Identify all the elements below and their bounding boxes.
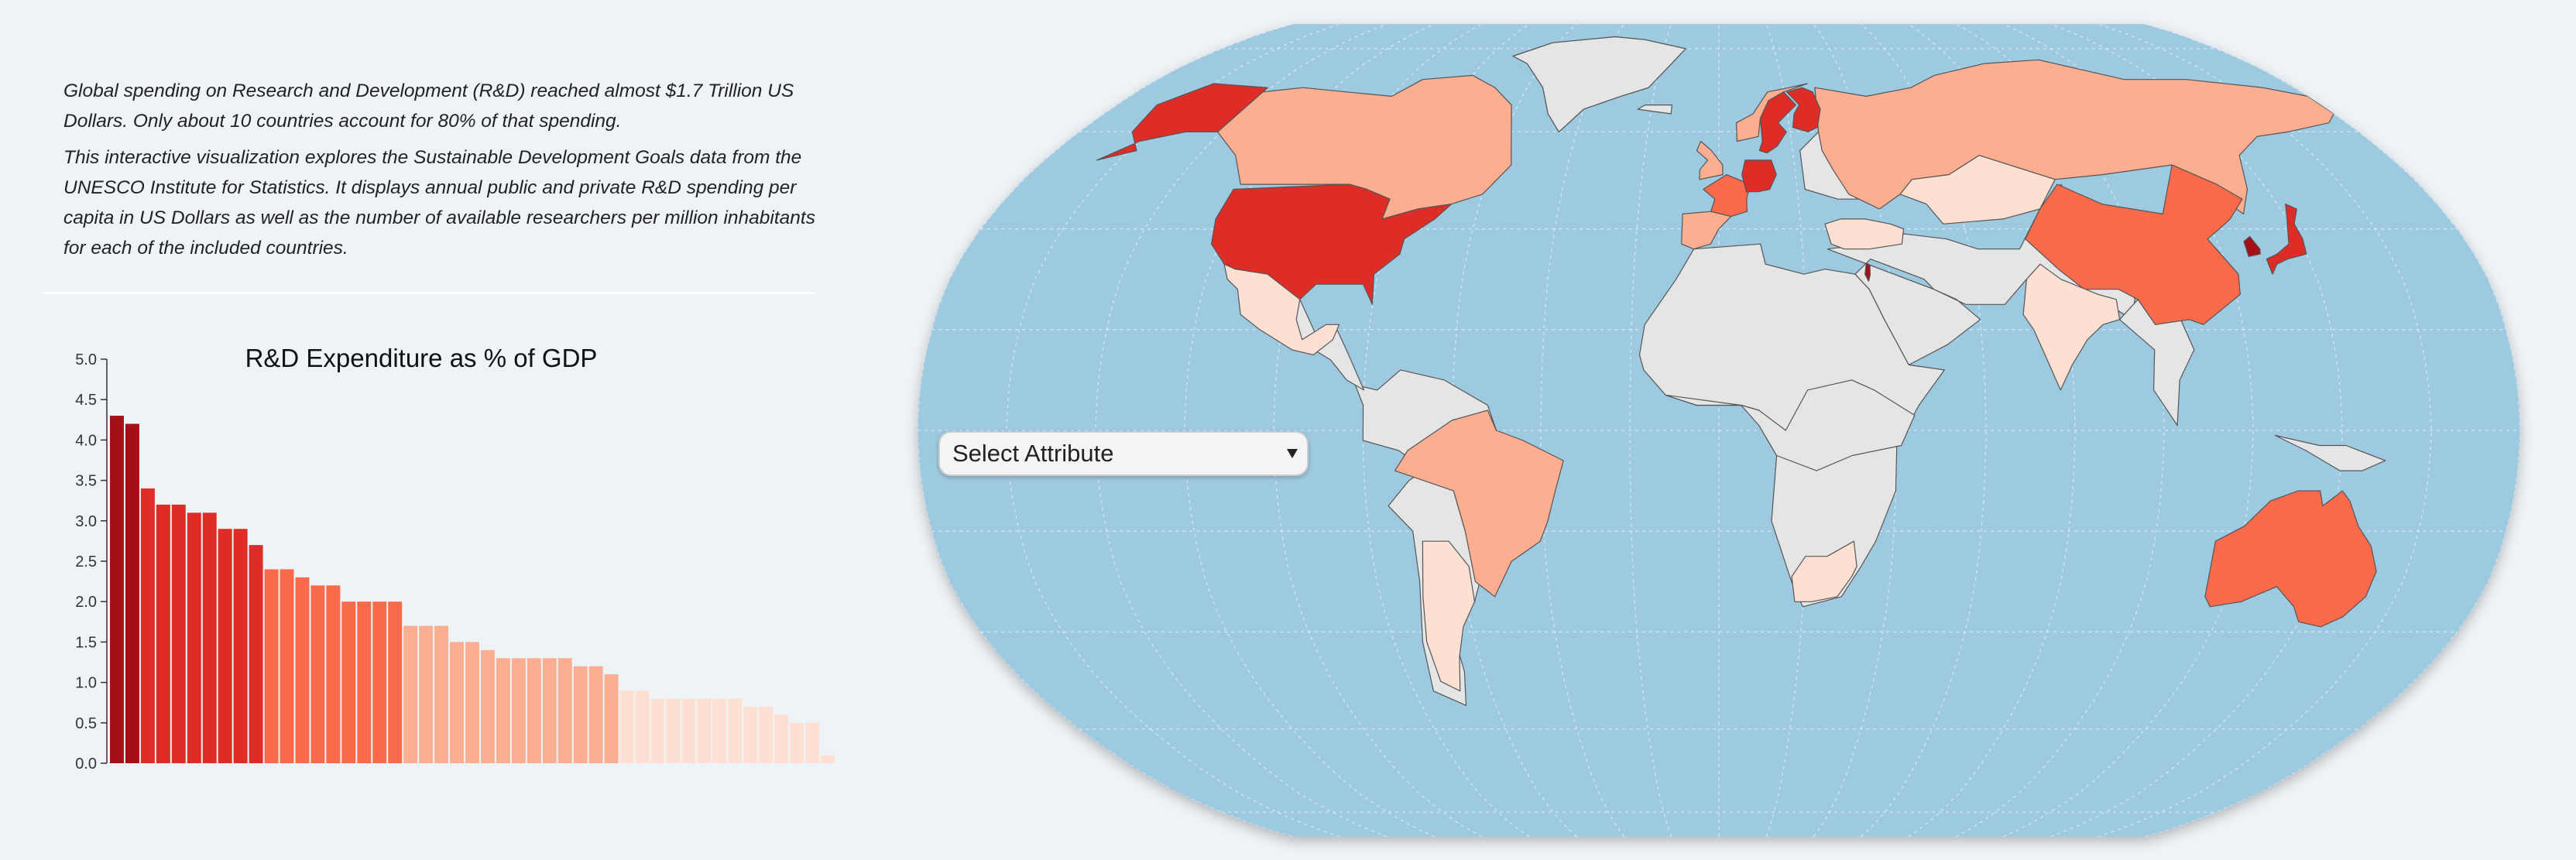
bar[interactable] (125, 423, 139, 763)
country-united-kingdom[interactable] (1696, 140, 1724, 180)
attribute-select[interactable]: Select Attribute (938, 431, 1309, 476)
bar[interactable] (156, 504, 170, 763)
bars (110, 416, 835, 763)
bar[interactable] (573, 666, 588, 763)
y-tick-label: 1.5 (75, 634, 97, 651)
country-turkey[interactable] (1824, 218, 1905, 250)
bar[interactable] (635, 690, 650, 763)
bar[interactable] (249, 545, 263, 763)
country-japan[interactable] (2266, 204, 2307, 275)
country-kazakhstan[interactable] (1899, 155, 2056, 224)
y-tick-label: 2.0 (75, 594, 97, 611)
y-axis: 0.0 0.5 1.0 1.5 2.0 2.5 3.0 3.5 4.0 4.5 5.0 (75, 351, 108, 773)
bar[interactable] (295, 577, 310, 763)
country-india[interactable] (2022, 263, 2121, 391)
bar[interactable] (357, 601, 372, 763)
country-south-korea[interactable] (2243, 235, 2261, 257)
land-no-data (1637, 105, 1673, 115)
bar[interactable] (218, 529, 232, 763)
country-greenland[interactable] (1512, 36, 1686, 132)
bar[interactable] (110, 416, 124, 763)
bar[interactable] (759, 706, 773, 763)
attribute-select-label: Select Attribute (952, 440, 1114, 467)
bar[interactable] (187, 512, 201, 763)
bar[interactable] (728, 698, 743, 763)
world-map[interactable] (918, 24, 2520, 837)
bar[interactable] (233, 529, 248, 763)
bar[interactable] (372, 601, 387, 763)
country-argentina[interactable] (1422, 540, 1476, 692)
divider (43, 292, 815, 294)
country-mexico[interactable] (1223, 263, 1340, 355)
bar[interactable] (434, 625, 449, 763)
country-brazil[interactable] (1394, 409, 1564, 598)
bar[interactable] (171, 504, 186, 763)
chart-title: R&D Expenditure as % of GDP (245, 344, 598, 372)
intro-paragraph-2: This interactive visualization explores … (63, 147, 815, 259)
country-alaska[interactable] (1096, 83, 1268, 161)
bar[interactable] (821, 755, 835, 763)
country-australia[interactable] (2204, 490, 2377, 628)
bar[interactable] (419, 625, 434, 763)
bar[interactable] (403, 625, 418, 763)
intro-text: Global spending on Research and Developm… (63, 76, 838, 269)
y-tick-label: 0.5 (75, 715, 97, 732)
intro-paragraph-1: Global spending on Research and Developm… (63, 81, 794, 132)
bar[interactable] (774, 714, 789, 763)
y-tick-label: 4.5 (75, 392, 97, 409)
bar[interactable] (666, 698, 681, 763)
y-tick-label: 5.0 (75, 351, 97, 368)
bar[interactable] (805, 722, 820, 763)
bar-chart: R&D Expenditure as % of GDP 0.0 0.5 1.0 1.5… (75, 344, 835, 773)
bar[interactable] (619, 690, 634, 763)
y-tick-label: 0.0 (75, 755, 97, 773)
bar[interactable] (557, 658, 572, 763)
triangle-down-icon (1287, 449, 1298, 458)
bar[interactable] (697, 698, 712, 763)
countries (1096, 36, 2386, 706)
y-tick-label: 2.5 (75, 553, 97, 570)
bar[interactable] (480, 649, 495, 763)
y-tick-label: 1.0 (75, 675, 97, 692)
bar[interactable] (681, 698, 696, 763)
land-no-data (1665, 379, 1916, 471)
country-canada[interactable] (1216, 74, 1512, 220)
bar[interactable] (310, 585, 325, 763)
bar[interactable] (511, 658, 526, 763)
country-sweden[interactable] (1758, 91, 1796, 154)
bar[interactable] (604, 674, 619, 763)
bar[interactable] (202, 512, 217, 763)
bar[interactable] (496, 658, 510, 763)
bar[interactable] (326, 585, 341, 763)
bar[interactable] (527, 658, 541, 763)
bar[interactable] (588, 666, 603, 763)
y-tick-label: 4.0 (75, 432, 97, 449)
bar[interactable] (140, 488, 155, 763)
bar[interactable] (450, 642, 465, 763)
bar[interactable] (264, 569, 279, 763)
bar[interactable] (712, 698, 727, 763)
country-norway[interactable] (1735, 83, 1808, 142)
land-no-data (2274, 434, 2386, 471)
country-south-africa[interactable] (1791, 540, 1857, 602)
country-france[interactable] (1703, 174, 1751, 218)
y-tick-label: 3.5 (75, 473, 97, 490)
bar[interactable] (790, 722, 804, 763)
country-china[interactable] (2025, 164, 2243, 325)
bar[interactable] (388, 601, 403, 763)
country-israel[interactable] (1864, 262, 1871, 282)
bar[interactable] (341, 601, 356, 763)
y-tick-label: 3.0 (75, 513, 97, 530)
bar[interactable] (542, 658, 557, 763)
bar[interactable] (280, 569, 294, 763)
world-map-container (918, 24, 2520, 837)
country-germany[interactable] (1741, 159, 1777, 193)
bar[interactable] (465, 642, 479, 763)
country-finland[interactable] (1786, 87, 1821, 132)
bar[interactable] (743, 706, 758, 763)
bar[interactable] (650, 698, 665, 763)
